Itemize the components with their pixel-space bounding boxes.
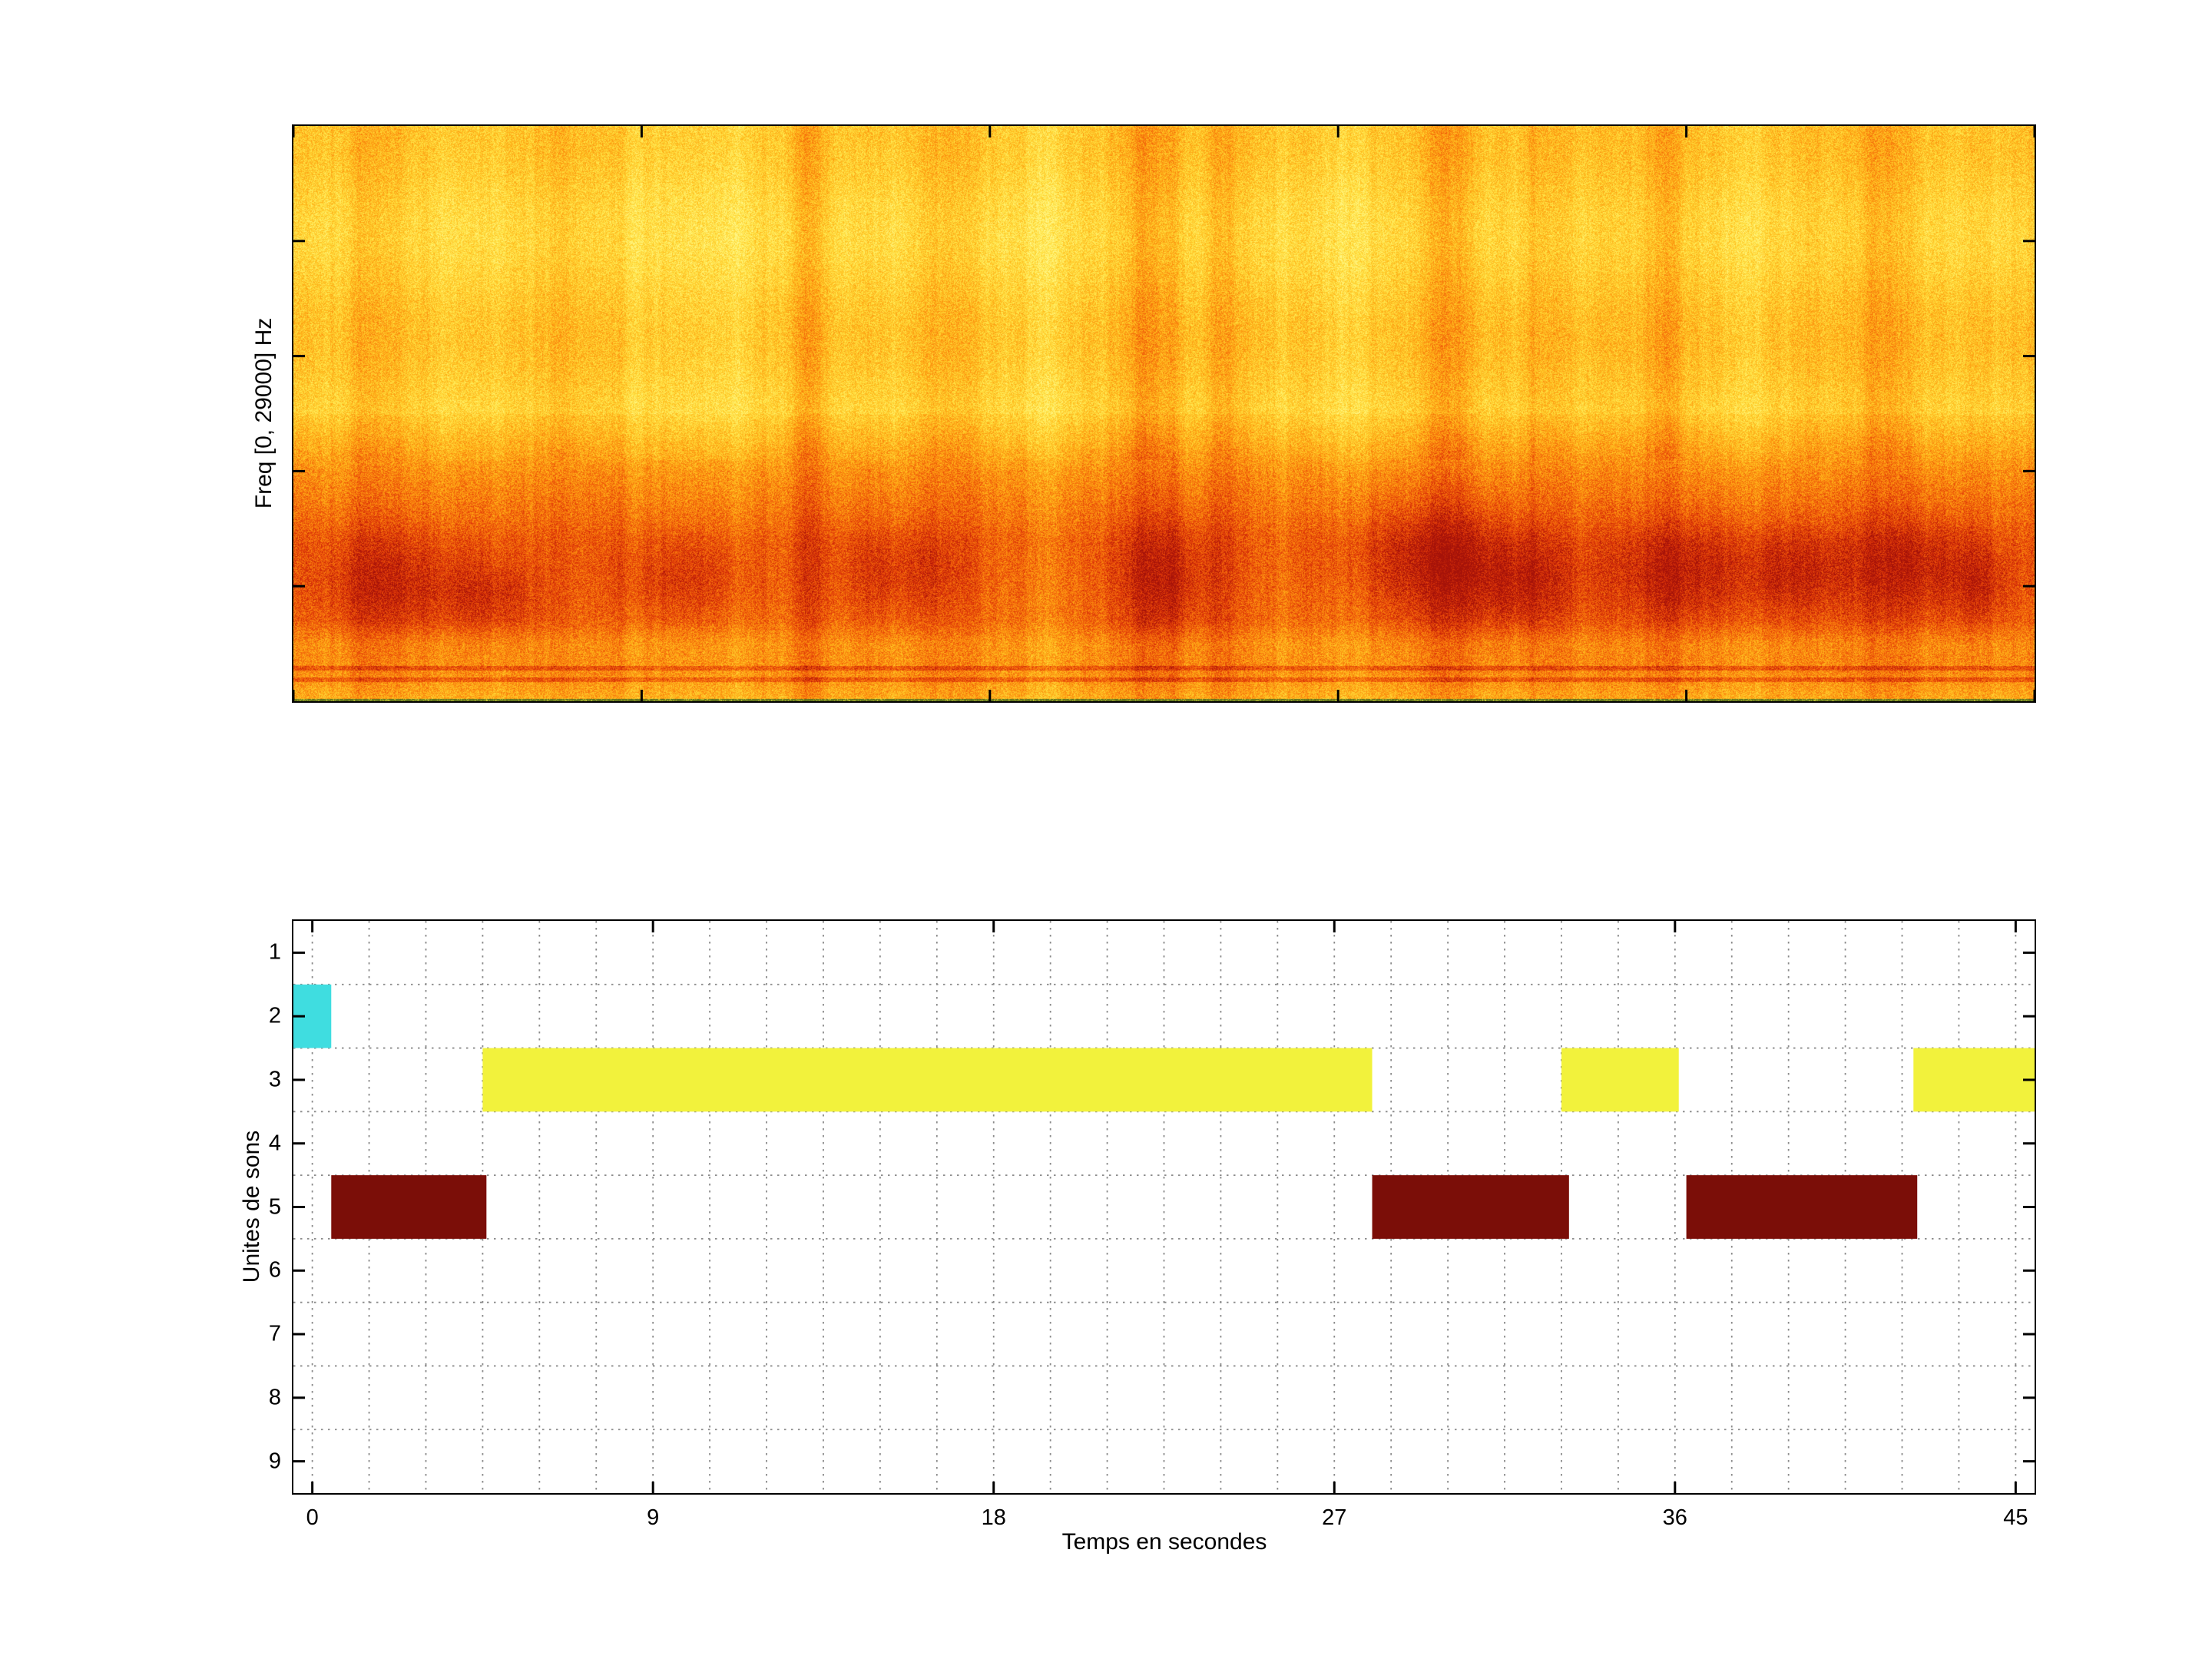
- y-tick-label: 6: [268, 1257, 281, 1283]
- x-tick-label: 45: [2003, 1505, 2028, 1530]
- interval-block-unit-5: [1372, 1175, 1569, 1239]
- y-tick-label: 1: [268, 939, 281, 965]
- time-axis-label: Temps en secondes: [1061, 1529, 1267, 1555]
- y-tick-label: 9: [268, 1449, 281, 1474]
- y-tick-label: 8: [268, 1385, 281, 1410]
- x-tick-label: 9: [647, 1505, 660, 1530]
- y-tick-label: 5: [268, 1194, 281, 1219]
- interval-block-unit-3: [1913, 1048, 2035, 1112]
- x-tick-label: 36: [1662, 1505, 1687, 1530]
- x-tick-label: 18: [981, 1505, 1006, 1530]
- timeline-plot: [293, 921, 2035, 1493]
- interval-block-unit-5: [331, 1175, 487, 1239]
- y-tick-label: 2: [268, 1003, 281, 1028]
- x-tick-label: 27: [1322, 1505, 1347, 1530]
- spectrogram-tick-marks: [293, 126, 2035, 701]
- spectrogram-axes: [292, 124, 2036, 703]
- y-tick-label: 3: [268, 1067, 281, 1092]
- interval-block-unit-3: [482, 1048, 1373, 1112]
- timeline-axes: [292, 919, 2036, 1495]
- spectrogram-image: [293, 126, 2035, 701]
- freq-axis-label: Freq [0, 29000] Hz: [251, 317, 276, 509]
- interval-block-unit-5: [1686, 1175, 1918, 1239]
- y-tick-label: 4: [268, 1131, 281, 1156]
- x-tick-label: 0: [306, 1505, 319, 1530]
- y-tick-label: 7: [268, 1321, 281, 1346]
- interval-block-unit-3: [1561, 1048, 1679, 1112]
